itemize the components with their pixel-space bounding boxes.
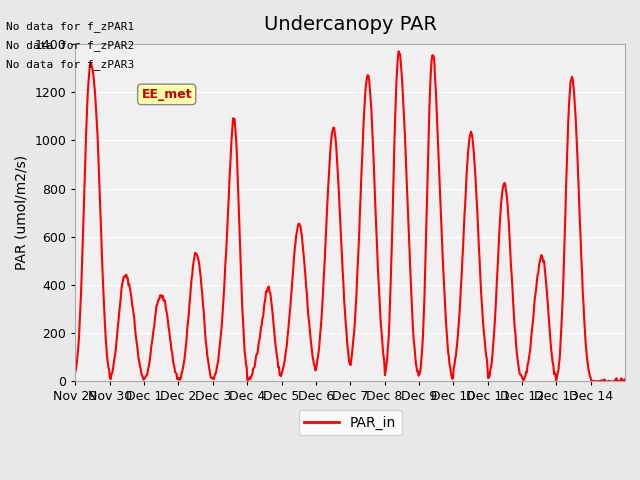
Text: No data for f_zPAR1: No data for f_zPAR1: [6, 21, 134, 32]
Y-axis label: PAR (umol/m2/s): PAR (umol/m2/s): [15, 155, 29, 270]
Title: Undercanopy PAR: Undercanopy PAR: [264, 15, 436, 34]
Legend: PAR_in: PAR_in: [299, 410, 402, 435]
Text: EE_met: EE_met: [141, 88, 192, 101]
Text: No data for f_zPAR2: No data for f_zPAR2: [6, 40, 134, 51]
Text: No data for f_zPAR3: No data for f_zPAR3: [6, 59, 134, 70]
